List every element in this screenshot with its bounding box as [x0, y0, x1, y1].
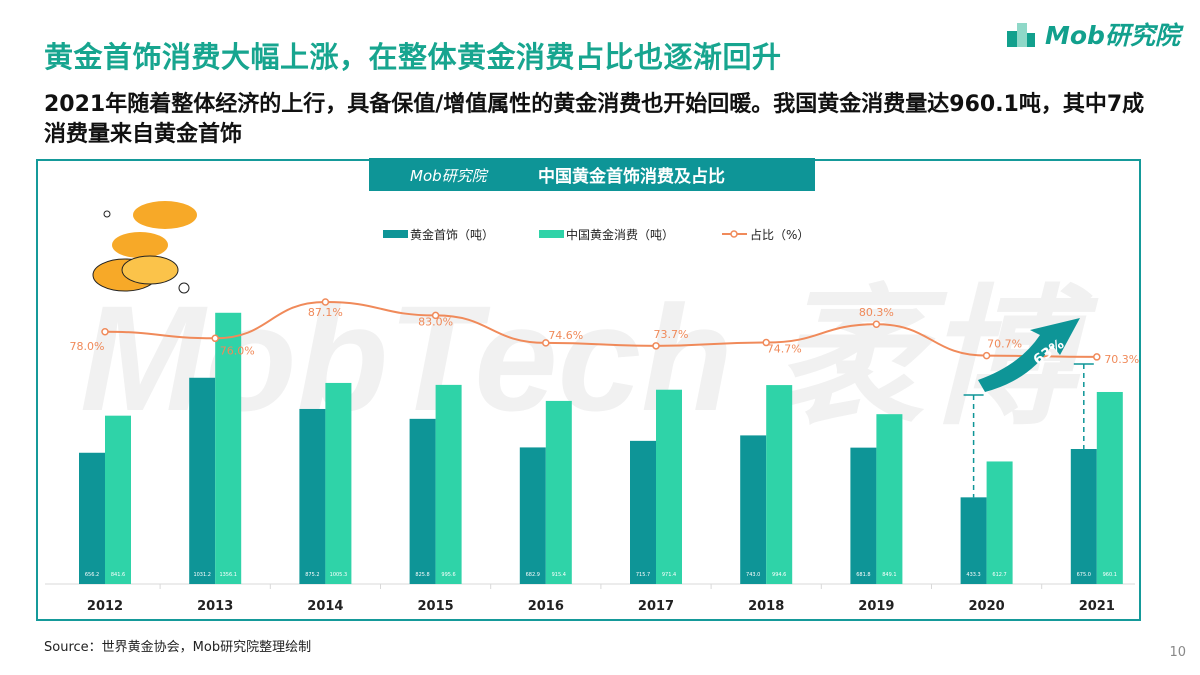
share-value-label: 70.3%: [1104, 353, 1139, 366]
share-point: [101, 328, 109, 336]
bar-total: [876, 414, 903, 584]
bar-value-label: 743.0: [746, 572, 760, 578]
bar-jewelry: [79, 452, 105, 584]
growth-arrow-annotation: 63%: [978, 318, 1080, 392]
bar-value-label: 849.1: [882, 572, 896, 578]
share-value-label: 74.6%: [548, 329, 583, 342]
bar-total: [215, 312, 242, 584]
source-note: Source：世界黄金协会，Mob研究院整理绘制: [44, 640, 312, 655]
share-value-label: 76.0%: [220, 344, 255, 357]
bar-value-label: 960.1: [1103, 572, 1117, 578]
chart-title-logo: Mob研究院: [410, 167, 489, 185]
bar-jewelry: [960, 497, 987, 584]
legend-label-total: 中国黄金消费（吨）: [566, 227, 674, 242]
share-value-label: 78.0%: [70, 340, 105, 353]
building-logo-icon: [1007, 23, 1035, 47]
chart-title-banner: [369, 158, 815, 191]
bar-value-label: 681.8: [856, 572, 870, 578]
bar-jewelry: [740, 435, 767, 584]
legend-label-jewelry: 黄金首饰（吨）: [410, 227, 494, 242]
x-tick-label: 2016: [528, 599, 564, 614]
bar-total: [545, 400, 572, 584]
share-point: [542, 339, 550, 347]
share-line: [104, 300, 1097, 358]
x-tick-label: 2012: [87, 599, 123, 614]
bar-jewelry: [519, 447, 546, 584]
bar-value-label: 682.9: [526, 572, 540, 578]
share-value-label: 74.7%: [767, 343, 802, 356]
share-value-label: 70.7%: [987, 338, 1022, 351]
bar-jewelry: [299, 408, 326, 584]
bar-value-label: 825.8: [415, 572, 429, 578]
bar-value-label: 971.4: [662, 572, 676, 578]
x-tick-label: 2015: [418, 599, 454, 614]
share-point: [431, 311, 440, 320]
share-point: [982, 351, 991, 360]
bar-value-label: 875.2: [305, 572, 319, 578]
chart-title: 中国黄金首饰消费及占比: [538, 166, 725, 187]
share-value-label: 87.1%: [308, 306, 343, 319]
share-value-label: 83.0%: [418, 315, 453, 328]
share-value-label: 80.3%: [859, 306, 894, 319]
x-tick-label: 2017: [638, 599, 674, 614]
bar-jewelry: [850, 447, 877, 584]
share-point: [1093, 353, 1101, 361]
bar-total: [1096, 391, 1123, 584]
share-point: [872, 320, 881, 328]
bar-jewelry: [630, 440, 656, 584]
page-subtitle: 2021年随着整体经济的上行，具备保值/增值属性的黄金消费也开始回暖。我国黄金消…: [44, 92, 1145, 147]
page-number: 10: [1169, 645, 1186, 660]
legend-label-share: 占比（%）: [750, 227, 809, 242]
share-point: [652, 342, 660, 350]
bar-value-label: 1031.2: [193, 572, 211, 578]
bar-total: [656, 389, 682, 584]
bar-value-label: 433.3: [966, 572, 980, 578]
legend: 黄金首饰（吨） 中国黄金消费（吨） 占比（%）: [383, 227, 809, 242]
bar-value-label: 1005.3: [330, 572, 348, 578]
bar-jewelry: [189, 377, 216, 584]
share-point: [211, 334, 219, 343]
bar-total: [105, 415, 131, 584]
bar-value-label: 1356.1: [219, 572, 237, 578]
bar-value-label: 841.6: [111, 572, 125, 578]
growth-arrow-icon: [978, 318, 1080, 392]
x-tick-label: 2019: [858, 599, 894, 614]
x-tick-label: 2020: [969, 599, 1005, 614]
bar-total: [325, 382, 352, 584]
share-point: [762, 338, 770, 347]
legend-swatch-jewelry: [383, 230, 408, 238]
bar-value-label: 995.6: [441, 572, 455, 578]
bar-value-label: 715.7: [636, 572, 650, 578]
mob-logo: Mob研究院: [1005, 16, 1180, 52]
x-tick-label: 2018: [748, 599, 784, 614]
bar-value-label: 612.7: [992, 572, 1006, 578]
bar-value-label: 675.0: [1077, 572, 1091, 578]
bar-total: [435, 384, 462, 584]
bar-jewelry: [1070, 449, 1097, 584]
page-title: 黄金首饰消费大幅上涨，在整体黄金消费占比也逐渐回升: [44, 40, 782, 74]
watermark: MobTech 袤博: [80, 274, 1099, 442]
bar-jewelry: [409, 418, 436, 584]
bar-value-label: 915.4: [552, 572, 566, 578]
bar-value-label: 656.2: [85, 572, 99, 578]
gold-ingots-decoration: [92, 201, 197, 294]
x-tick-label: 2013: [197, 599, 233, 614]
x-tick-label: 2021: [1079, 599, 1115, 614]
legend-swatch-total: [539, 230, 564, 238]
bar-total: [766, 385, 793, 584]
legend-marker-share: [730, 230, 738, 238]
share-point: [321, 298, 330, 306]
bar-total: [986, 461, 1013, 584]
bar-value-label: 994.6: [772, 572, 786, 578]
x-tick-label: 2014: [307, 599, 343, 614]
share-value-label: 73.7%: [654, 328, 689, 341]
